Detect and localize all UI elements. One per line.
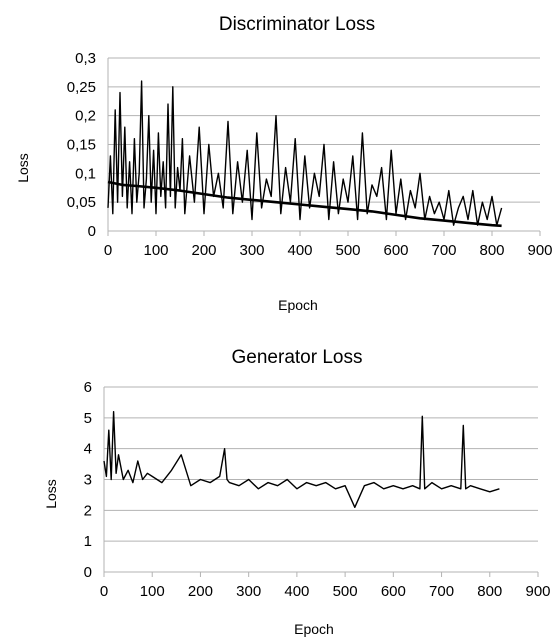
y-tick-label: 0,15	[67, 137, 96, 154]
x-tick-label: 200	[188, 583, 213, 600]
y-tick-label: 0,25	[67, 79, 96, 96]
x-tick-label: 800	[479, 242, 504, 259]
y-axis-label: Loss	[43, 479, 59, 509]
x-tick-label: 500	[333, 583, 358, 600]
x-tick-label: 900	[525, 583, 550, 600]
y-tick-label: 4	[84, 441, 92, 458]
series-line	[107, 180, 502, 228]
x-tick-label: 800	[477, 583, 502, 600]
y-tick-label: 0,3	[75, 50, 96, 67]
x-axis-label: Epoch	[278, 297, 318, 313]
y-tick-label: 0,05	[67, 194, 96, 211]
y-tick-label: 5	[84, 410, 92, 427]
x-tick-label: 900	[527, 242, 552, 259]
x-tick-label: 700	[431, 242, 456, 259]
y-tick-label: 3	[84, 472, 92, 489]
y-tick-labels: 0 1 2 3 4 5 6	[84, 379, 92, 581]
y-tick-label: 0,2	[75, 108, 96, 125]
generator-loss-chart: Generator Loss Loss Epoch 0 1 2 3 4 5 6 0 100 20…	[43, 347, 551, 637]
x-axis-label: Epoch	[294, 621, 334, 637]
series-line	[107, 80, 503, 226]
series-lines	[107, 80, 503, 228]
y-tick-label: 0,1	[75, 165, 96, 182]
x-tick-label: 600	[383, 242, 408, 259]
x-tick-label: 0	[100, 583, 108, 600]
x-tick-label: 100	[140, 583, 165, 600]
x-tick-label: 0	[104, 242, 112, 259]
x-tick-label: 400	[287, 242, 312, 259]
y-tick-label: 0	[88, 223, 96, 240]
x-tick-label: 500	[335, 242, 360, 259]
y-tick-label: 0	[84, 564, 92, 581]
x-tick-label: 300	[236, 583, 261, 600]
gridlines	[107, 57, 541, 236]
x-tick-label: 100	[143, 242, 168, 259]
x-tick-label: 400	[284, 583, 309, 600]
y-tick-label: 6	[84, 379, 92, 396]
y-tick-label: 1	[84, 533, 92, 550]
series-line	[103, 411, 500, 508]
chart-title: Discriminator Loss	[219, 14, 375, 35]
chart-title: Generator Loss	[232, 347, 363, 368]
x-tick-label: 200	[191, 242, 216, 259]
x-tick-label: 600	[381, 583, 406, 600]
y-tick-label: 2	[84, 502, 92, 519]
x-tick-label: 700	[429, 583, 454, 600]
x-tick-labels: 0 100 200 300 400 500 600 700 800 900	[100, 583, 551, 600]
x-tick-labels: 0 100 200 300 400 500 600 700 800 900	[104, 242, 553, 259]
y-axis-label: Loss	[15, 153, 31, 183]
gridlines	[103, 386, 539, 577]
discriminator-loss-chart: Discriminator Loss Loss Epoch 0 0,05 0,1 0,…	[15, 14, 553, 313]
y-tick-labels: 0 0,05 0,1 0,15 0,2 0,25 0,3	[67, 50, 96, 240]
x-tick-label: 300	[239, 242, 264, 259]
series-lines	[103, 411, 500, 508]
